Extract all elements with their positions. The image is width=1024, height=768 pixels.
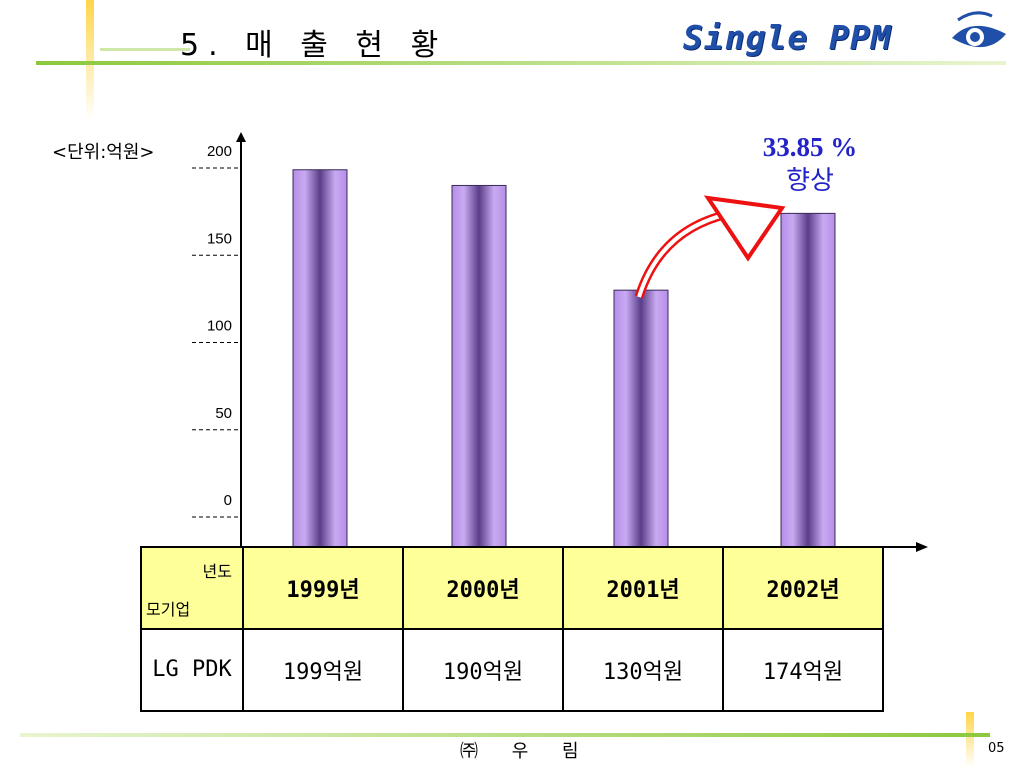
top-green-line <box>36 61 1006 65</box>
y-tick-label-200: 200 <box>207 143 232 160</box>
growth-arrow-icon <box>634 195 786 299</box>
value-cell-2001: 130억원 <box>562 628 724 712</box>
bar-2002년 <box>780 212 836 548</box>
corner-company-label: 모기업 <box>146 600 191 619</box>
y-axis-arrow-icon <box>236 132 246 142</box>
bar-1999년 <box>292 169 348 548</box>
bar-2001년 <box>613 289 669 548</box>
bottom-green-line <box>20 733 990 737</box>
y-tick-label-150: 150 <box>207 230 232 247</box>
y-tick-label-0: 0 <box>224 492 232 509</box>
sales-table: 년도 모기업 1999년 2000년 2001년 2002년 LG PDK 19… <box>140 546 884 712</box>
year-cell-1999: 1999년 <box>242 546 404 630</box>
y-tick-label-100: 100 <box>207 318 232 335</box>
growth-label: 향상 <box>786 166 834 196</box>
top-yellow-bar <box>86 0 94 120</box>
top-green-short <box>100 48 190 51</box>
slide-title: 5. 매 출 현 황 <box>180 28 448 63</box>
growth-percent: 33.85 % <box>762 132 858 162</box>
year-cell-2001: 2001년 <box>562 546 724 630</box>
value-cell-1999: 199억원 <box>242 628 404 712</box>
table-corner-cell: 년도 모기업 <box>140 546 244 630</box>
year-cell-2002: 2002년 <box>722 546 884 630</box>
x-axis-arrow-icon <box>916 542 928 552</box>
page-number: 05 <box>988 741 1005 756</box>
year-cell-2000: 2000년 <box>402 546 564 630</box>
bar-2000년 <box>451 184 507 548</box>
corner-year-label: 년도 <box>202 562 232 581</box>
growth-annotation: 33.85 % 향상 <box>720 130 900 198</box>
bars <box>292 169 836 548</box>
y-tick-label-50: 50 <box>215 405 232 422</box>
company-cell: LG PDK <box>140 628 244 712</box>
logo-text: Single PPM <box>683 18 892 57</box>
value-cell-2002: 174억원 <box>722 628 884 712</box>
bottom-yellow-bar <box>966 712 974 768</box>
table-value-row: LG PDK 199억원 190억원 130억원 174억원 <box>140 628 884 712</box>
table-header-row: 년도 모기업 1999년 2000년 2001년 2002년 <box>140 546 884 630</box>
eye-logo-icon <box>952 11 1006 48</box>
unit-label: <단위:억원> <box>52 142 155 163</box>
y-ticks: 0 50 100 150 200 <box>192 143 240 518</box>
footer-company: ㈜ 우 림 <box>460 741 593 762</box>
value-cell-2000: 190억원 <box>402 628 564 712</box>
